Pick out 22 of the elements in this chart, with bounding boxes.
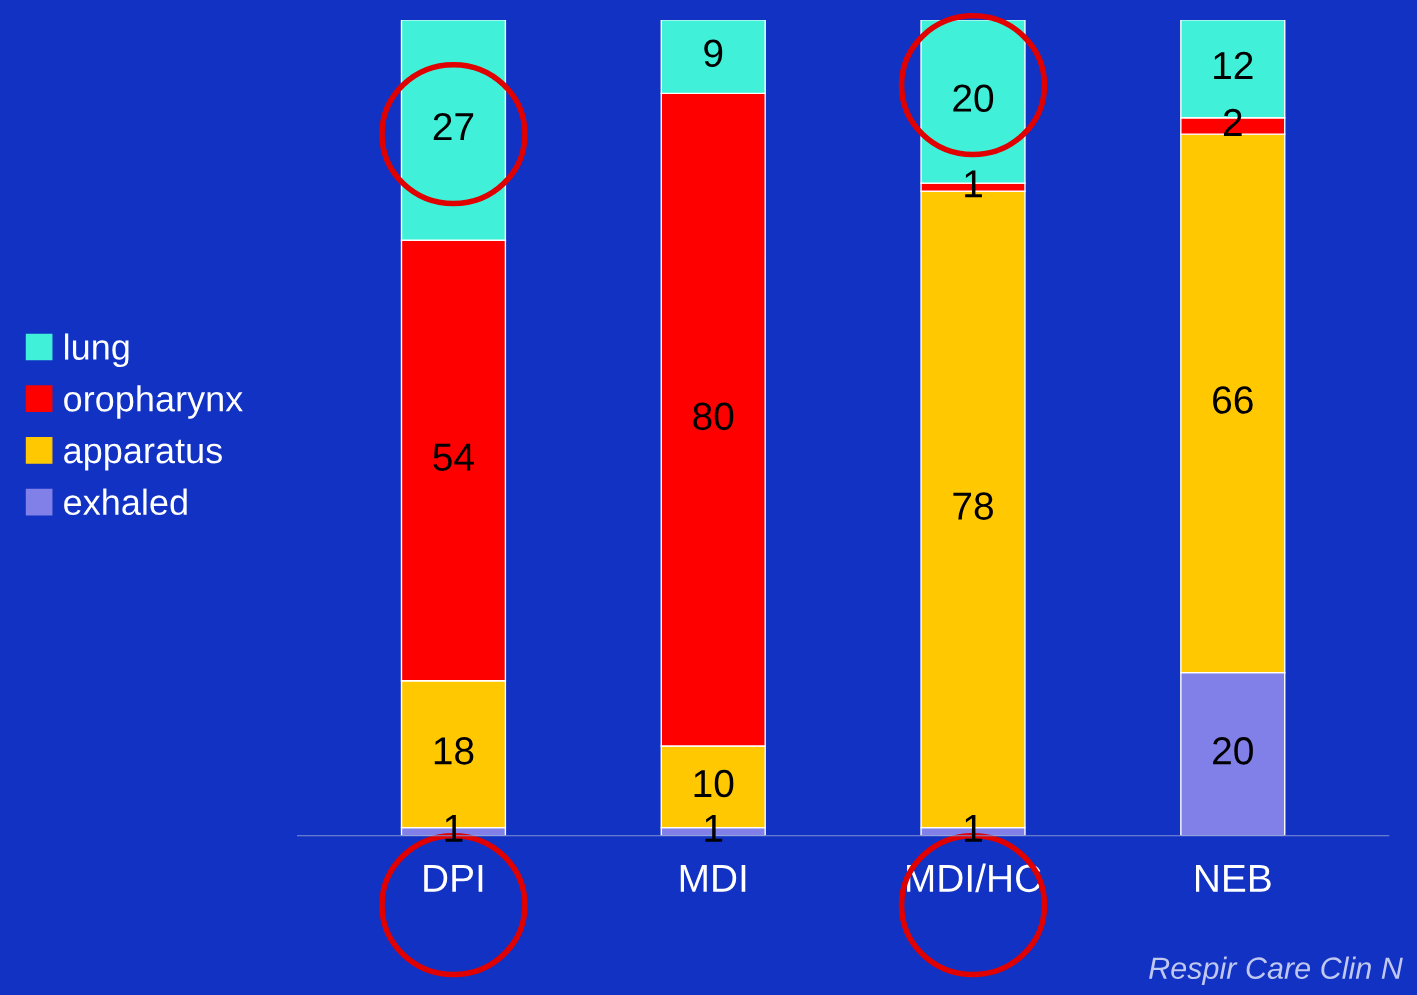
data-label: 9	[704, 39, 723, 68]
data-label: 20	[1213, 737, 1253, 765]
data-label: 1	[445, 815, 463, 842]
text: Respir Care Clin N	[1149, 956, 1403, 986]
data-label: 1	[965, 815, 982, 842]
data-label: 80	[693, 402, 734, 431]
data-label: 78	[953, 492, 993, 520]
data-label: 1	[965, 170, 982, 198]
data-label: 20	[953, 84, 994, 112]
data-label: 27	[433, 112, 474, 141]
legend-label: oropharynx	[64, 385, 243, 419]
data-label: 18	[434, 737, 474, 765]
x-tick-label: MDI	[680, 865, 746, 892]
x-tick-label: NEB	[1196, 865, 1271, 892]
x-tick-label: DPI	[424, 865, 483, 892]
data-label: 66	[1213, 386, 1253, 414]
data-label: 10	[694, 769, 734, 798]
legend-label: exhaled	[64, 488, 187, 516]
legend-label: apparatus	[64, 439, 222, 471]
legend-label: lung	[65, 333, 129, 368]
data-label: 54	[433, 443, 474, 471]
data-label: 12	[1214, 51, 1253, 79]
